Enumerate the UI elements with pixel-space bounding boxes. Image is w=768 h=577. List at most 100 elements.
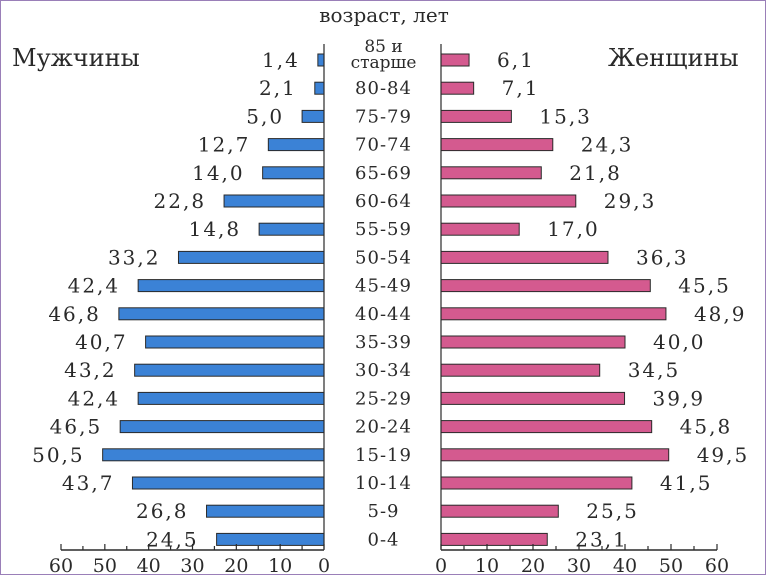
tick-label-male-2: 40 [137, 555, 161, 577]
label-female-7: 36,3 [636, 245, 689, 269]
label-male-4: 14,0 [192, 161, 245, 185]
label-female-15: 41,5 [660, 471, 713, 495]
label-male-9: 46,8 [48, 302, 101, 326]
category-label-15: 10-14 [355, 473, 412, 494]
label-male-8: 42,4 [68, 274, 121, 298]
bar-male-16 [206, 504, 325, 518]
bar-male-13 [119, 420, 325, 434]
category-label-3: 70-74 [355, 135, 412, 156]
bar-female-11 [440, 363, 601, 377]
tick-label-female-4: 40 [613, 555, 637, 577]
bar-male-11 [134, 363, 325, 377]
chart-title: возраст, лет [319, 3, 449, 27]
bar-female-14 [440, 448, 670, 462]
label-male-11: 43,2 [64, 358, 117, 382]
category-label-16: 5-9 [368, 501, 400, 522]
label-male-13: 46,5 [50, 415, 103, 439]
label-female-3: 24,3 [581, 133, 634, 157]
tick-label-female-6: 60 [705, 555, 729, 577]
bar-female-12 [440, 391, 626, 405]
label-female-13: 45,8 [680, 415, 733, 439]
bar-female-0 [440, 53, 470, 67]
label-male-2: 5,0 [246, 104, 284, 128]
tick-label-male-0: 60 [49, 555, 73, 577]
label-male-17: 24,5 [146, 527, 199, 551]
category-label-8: 45-49 [355, 276, 412, 297]
label-female-9: 48,9 [694, 302, 747, 326]
bar-female-1 [440, 81, 475, 95]
category-label-1: 80-84 [355, 78, 412, 99]
bar-female-7 [440, 250, 609, 264]
bar-male-10 [145, 335, 325, 349]
category-label-5: 60-64 [355, 191, 412, 212]
bar-female-3 [440, 138, 554, 152]
category-label-9: 40-44 [355, 304, 412, 325]
label-female-17: 23,1 [575, 527, 628, 551]
bar-male-6 [258, 222, 325, 236]
bar-female-5 [440, 194, 577, 208]
label-female-4: 21,8 [569, 161, 622, 185]
bar-female-10 [440, 335, 626, 349]
label-female-6: 17,0 [547, 217, 600, 241]
tick-label-female-2: 20 [521, 555, 545, 577]
label-female-1: 7,1 [502, 76, 540, 100]
label-male-0: 1,4 [262, 48, 300, 72]
category-label-14: 15-19 [355, 445, 412, 466]
tick-label-male-4: 20 [224, 555, 248, 577]
label-female-0: 6,1 [497, 48, 535, 72]
label-female-5: 29,3 [604, 189, 657, 213]
category-label-6: 55-59 [355, 219, 412, 240]
tick-label-female-5: 50 [659, 555, 683, 577]
bar-female-9 [440, 307, 667, 321]
bar-male-12 [137, 391, 325, 405]
bar-male-2 [301, 109, 325, 123]
tick-label-female-0: 0 [435, 555, 447, 577]
label-male-1: 2,1 [259, 76, 297, 100]
bar-female-17 [440, 532, 548, 546]
label-male-12: 42,4 [68, 386, 121, 410]
label-male-6: 14,8 [189, 217, 242, 241]
label-female-10: 40,0 [653, 330, 706, 354]
category-label-4: 65-69 [355, 163, 412, 184]
label-male-7: 33,2 [108, 245, 161, 269]
tick-label-female-3: 30 [567, 555, 591, 577]
bar-female-16 [440, 504, 559, 518]
tick-label-female-1: 10 [475, 555, 499, 577]
bar-male-0 [317, 53, 325, 67]
tick-label-male-5: 10 [268, 555, 292, 577]
category-label-12: 25-29 [355, 388, 412, 409]
bar-female-6 [440, 222, 520, 236]
bar-male-15 [131, 476, 325, 490]
bar-female-13 [440, 420, 653, 434]
category-label-7: 50-54 [355, 247, 412, 268]
category-label-13: 20-24 [355, 417, 412, 438]
category-label-0: 85 и старше [351, 37, 417, 73]
bar-male-8 [137, 279, 325, 293]
bar-female-8 [440, 279, 651, 293]
label-female-11: 34,5 [628, 358, 681, 382]
label-male-15: 43,7 [62, 471, 115, 495]
tick-label-male-3: 30 [180, 555, 204, 577]
bar-male-3 [267, 138, 325, 152]
category-label-2: 75-79 [355, 106, 412, 127]
tick-label-male-1: 50 [93, 555, 117, 577]
bar-male-4 [262, 166, 325, 180]
label-female-14: 49,5 [697, 443, 750, 467]
bar-female-15 [440, 476, 633, 490]
bar-male-17 [216, 532, 325, 546]
tick-label-male-6: 0 [318, 555, 330, 577]
bar-male-7 [177, 250, 325, 264]
category-label-17: 0-4 [368, 529, 400, 550]
label-male-10: 40,7 [75, 330, 128, 354]
bar-female-2 [440, 109, 512, 123]
legend-female: Женщины [608, 44, 739, 72]
label-female-16: 25,5 [586, 499, 639, 523]
category-label-11: 30-34 [355, 360, 412, 381]
label-female-2: 15,3 [539, 104, 592, 128]
label-male-14: 50,5 [32, 443, 85, 467]
label-male-3: 12,7 [198, 133, 251, 157]
legend-male: Мужчины [12, 44, 140, 72]
bar-male-9 [118, 307, 325, 321]
